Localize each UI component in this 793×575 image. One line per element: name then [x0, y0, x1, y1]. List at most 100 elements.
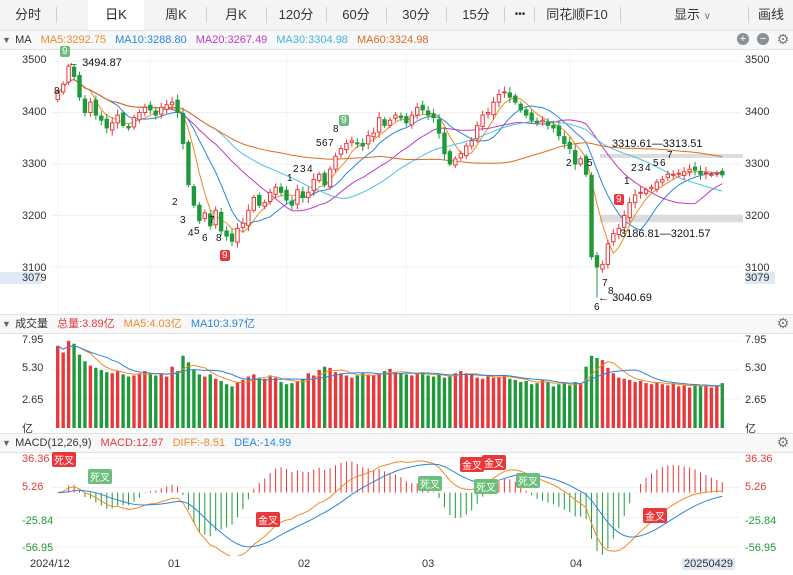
- candle-body: [333, 155, 338, 170]
- macd-chart[interactable]: [0, 452, 793, 556]
- display-menu-button[interactable]: 显示 ∨: [674, 7, 711, 22]
- candle-body: [573, 150, 578, 165]
- gap-lower-label: 3186.81—3201.57: [620, 228, 711, 240]
- candle-body: [518, 103, 523, 111]
- volume-bar: [415, 373, 419, 428]
- candle-body: [55, 91, 60, 101]
- volume-bar: [589, 355, 594, 428]
- volume-bar: [322, 366, 327, 428]
- candle-body: [300, 191, 306, 198]
- td-count: 2: [172, 197, 178, 208]
- collapse-icon[interactable]: ▼: [2, 319, 11, 329]
- collapse-icon[interactable]: ▼: [2, 438, 11, 448]
- volume-bar: [154, 375, 158, 428]
- volume-bar: [535, 383, 539, 428]
- candle-body: [164, 104, 169, 110]
- volume-bar: [497, 376, 501, 428]
- volume-bar: [77, 354, 82, 428]
- zoom-out-icon[interactable]: −: [757, 33, 769, 45]
- tab-60min[interactable]: 60分: [342, 7, 370, 22]
- volume-bar: [562, 383, 566, 428]
- candle-body: [327, 168, 333, 188]
- td-count: 4: [645, 163, 651, 174]
- volume-bar: [159, 374, 163, 428]
- golden-cross-badge: 金叉: [460, 457, 484, 472]
- candle-body: [262, 202, 267, 207]
- volume-bar: [410, 375, 414, 428]
- gear-icon[interactable]: ⚙: [776, 434, 790, 450]
- candlestick-chart[interactable]: [0, 48, 793, 314]
- volume-bar: [671, 383, 675, 428]
- macd-value: MACD:12.97: [100, 437, 164, 449]
- volume-bar: [268, 375, 272, 428]
- macd-axis-label-right: -25.84: [745, 515, 777, 527]
- tab-120min[interactable]: 120分: [278, 7, 314, 22]
- period-toolbar: 分时 日K 周K 月K 120分 60分 30分 15分 ••• 同花顺F10 …: [0, 0, 793, 31]
- collapse-icon[interactable]: ▼: [2, 35, 11, 45]
- volume-bar: [388, 368, 392, 428]
- candle-body: [698, 170, 703, 175]
- ma-title: MA: [15, 34, 32, 46]
- candle-body: [567, 141, 572, 150]
- gear-icon[interactable]: ⚙: [776, 315, 790, 331]
- candle-body: [431, 113, 436, 119]
- volume-bar: [328, 367, 332, 428]
- volume-bar: [513, 379, 517, 428]
- td-count: 4: [307, 164, 313, 175]
- candle-body: [110, 122, 115, 131]
- volume-bar: [72, 343, 76, 428]
- volume-bar: [344, 375, 349, 428]
- volume-chart[interactable]: [0, 333, 793, 433]
- f10-button[interactable]: 同花顺F10: [546, 7, 608, 22]
- td-count: 8: [333, 124, 339, 135]
- candle-body: [284, 189, 289, 201]
- candle-body: [436, 119, 442, 134]
- gear-icon[interactable]: ⚙: [776, 31, 790, 47]
- tab-15min[interactable]: 15分: [462, 7, 490, 22]
- candle-body: [611, 233, 616, 243]
- tab-daily-k[interactable]: 日K: [88, 0, 144, 30]
- candle-body: [186, 141, 191, 186]
- candle-body: [376, 117, 382, 133]
- price-axis-label: 3400: [22, 106, 47, 118]
- volume-bar: [502, 375, 507, 428]
- tab-30min[interactable]: 30分: [402, 7, 430, 22]
- candle-body: [720, 170, 725, 176]
- td-nine-badge: 9: [220, 250, 230, 261]
- volume-bar: [611, 373, 616, 428]
- volume-bar: [371, 375, 376, 428]
- candle-body: [208, 213, 213, 227]
- volume-bar: [720, 383, 724, 428]
- candle-body: [485, 112, 491, 115]
- candle-body: [338, 148, 344, 155]
- volume-bar: [170, 366, 174, 428]
- volume-bar: [627, 379, 632, 428]
- death-cross-badge: 死叉: [52, 452, 76, 467]
- tab-intraday[interactable]: 分时: [14, 7, 41, 22]
- tab-monthly-k[interactable]: 月K: [225, 7, 247, 22]
- draw-line-button[interactable]: 画线: [758, 7, 785, 22]
- candle-body: [142, 106, 148, 113]
- tab-weekly-k[interactable]: 周K: [165, 7, 187, 22]
- x-axis-label: 01: [168, 558, 181, 570]
- candle-body: [709, 173, 714, 176]
- td-count: 7: [328, 138, 334, 149]
- ma-legend-bar: ▼ MA MA5:3292.75 MA10:3288.80 MA20:3267.…: [0, 30, 793, 50]
- price-axis-label: 3300: [22, 158, 47, 170]
- volume-bar: [459, 371, 463, 428]
- td-count: 3: [300, 164, 306, 175]
- candle-body: [371, 132, 376, 138]
- td-count: 2: [566, 158, 572, 169]
- more-periods-button[interactable]: •••: [514, 9, 526, 20]
- candle-body: [676, 172, 681, 175]
- volume-bar: [709, 387, 714, 428]
- dea-value: DEA:-14.99: [234, 437, 292, 449]
- volume-bar: [524, 380, 528, 428]
- candle-body: [671, 173, 676, 176]
- volume-bar: [137, 373, 142, 428]
- candle-body: [131, 117, 137, 128]
- volume-bar: [453, 373, 458, 428]
- zoom-in-icon[interactable]: +: [737, 33, 749, 45]
- candle-body: [88, 101, 93, 114]
- candle-body: [387, 119, 393, 126]
